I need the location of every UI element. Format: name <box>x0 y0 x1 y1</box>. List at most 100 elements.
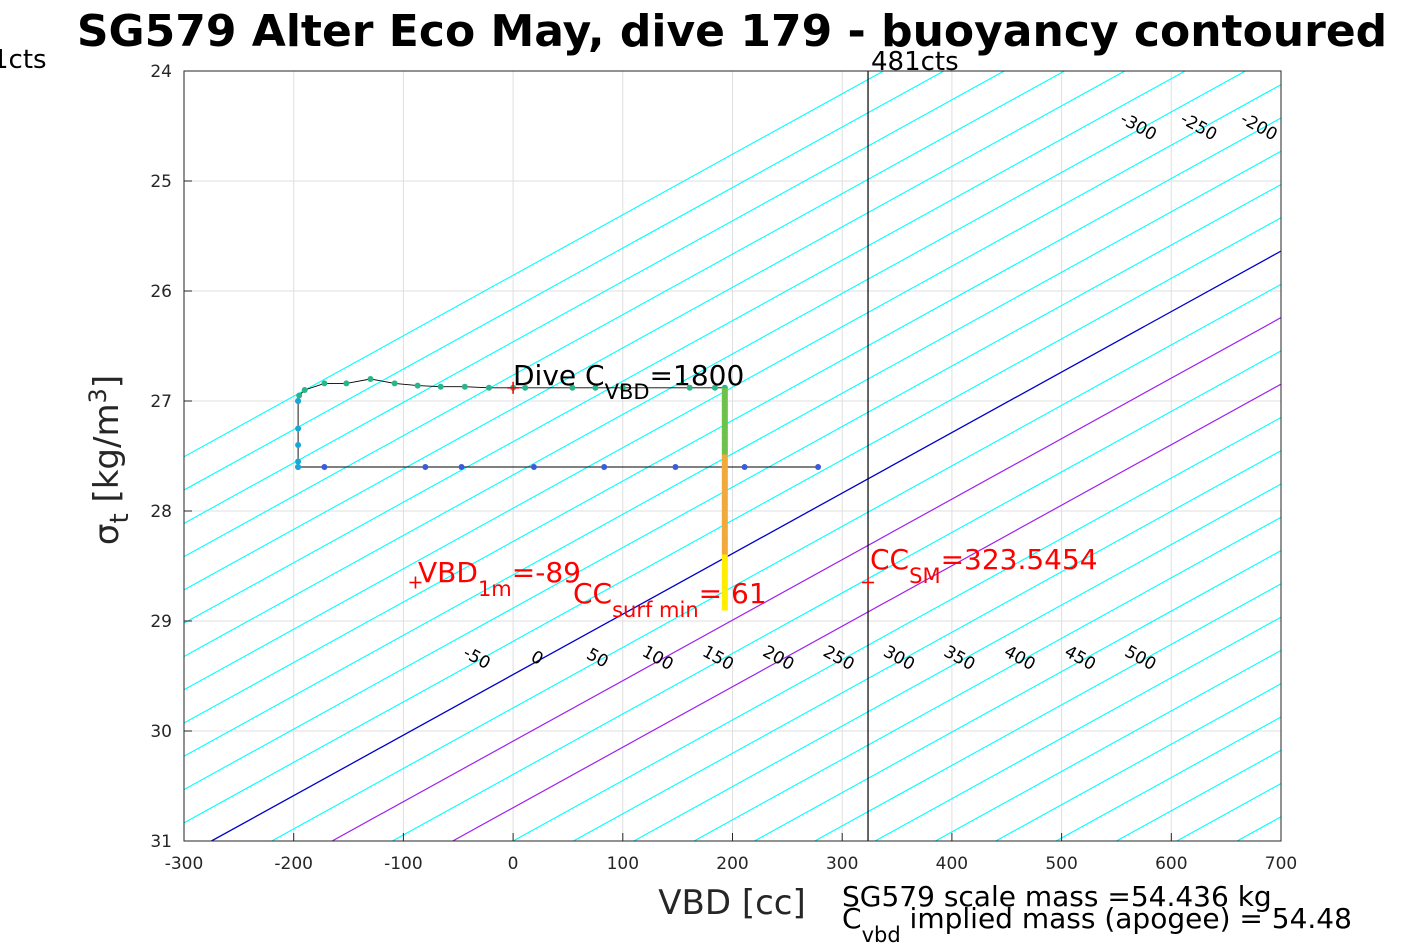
cc-surf-bar-segment <box>721 548 728 556</box>
y-tick-label: 28 <box>150 502 172 522</box>
contour-line <box>392 350 1281 841</box>
cc-surf-bar-segment <box>721 515 728 522</box>
dive-cvbd-annotation: Dive CVBD=1800 <box>513 359 744 404</box>
contour-line <box>184 84 1281 691</box>
x-tick-label: -300 <box>165 854 204 874</box>
implied-mass-rest: implied mass (apogee) = 54.48 <box>901 902 1352 935</box>
cc-sm-value: =323.5454 <box>941 543 1098 576</box>
cc-surf-bar-segment <box>721 448 728 456</box>
scale-mass-footer: SG579 scale mass =54.436 kg <box>842 880 1272 913</box>
y-tick-label: 24 <box>150 62 172 82</box>
series-point <box>458 464 465 470</box>
cc-surf-bar-segment <box>721 543 728 550</box>
series-point <box>711 384 718 391</box>
cc-surf-bar-segment <box>721 437 728 444</box>
series-point <box>601 464 608 470</box>
chart-title: SG579 Alter Eco May, dive 179 - buoyancy… <box>77 6 1387 57</box>
cc-surf-bar-segment <box>721 554 728 561</box>
dive-cvbd-sub: VBD <box>605 380 650 404</box>
x-tick-label: 200 <box>716 854 748 874</box>
series-point <box>619 384 626 391</box>
series-point <box>672 464 679 470</box>
contour-line <box>184 71 884 458</box>
series-point <box>592 384 599 391</box>
cc-surf-bar-segment <box>721 532 728 539</box>
cc-surf-bar-segment <box>721 526 728 533</box>
cc-surf-bar-segment <box>721 393 728 400</box>
series-point <box>569 384 576 391</box>
cc-surf-bar-segment <box>721 576 728 583</box>
x-tick-label: 100 <box>607 854 639 874</box>
series-point <box>522 384 529 391</box>
cc-surf-min-text: CC <box>573 577 612 610</box>
contour-line <box>1358 71 1417 841</box>
implied-mass-c: C <box>842 902 862 935</box>
cc-surf-bar-segment <box>721 426 728 433</box>
vbd-1m-sub: 1m <box>478 577 512 601</box>
contour-line <box>184 71 945 491</box>
contour-line <box>184 71 1065 558</box>
series-point <box>296 392 303 399</box>
y-label-base: σ <box>87 524 127 546</box>
cc-surf-bar-segment <box>721 476 728 483</box>
series-point <box>295 442 302 448</box>
top-right-counts-label: 481cts <box>871 47 959 77</box>
cc-surf-bar-segment <box>721 582 728 589</box>
series-point <box>301 387 308 393</box>
contour-line <box>184 150 1281 757</box>
y-tick-label: 29 <box>150 612 172 632</box>
cc-surf-bar-segment <box>721 571 728 578</box>
cc-surf-bar-segment <box>721 421 728 428</box>
cc-surf-bar-segment <box>721 504 728 511</box>
contour-line <box>452 383 1281 841</box>
contour-line <box>211 250 1281 841</box>
cc-sm-sub: SM <box>909 564 940 588</box>
cc-surf-bar-segment <box>721 593 728 600</box>
cc-surf-bar-segment <box>721 560 728 567</box>
buoyancy-contours <box>184 71 1417 841</box>
contour-line <box>814 583 1281 841</box>
series-point <box>295 425 302 432</box>
cc-surf-bar-segment <box>721 498 728 506</box>
x-tick-label: 500 <box>1045 854 1077 874</box>
y-tick-label: 30 <box>150 722 172 742</box>
cc-surf-min-annotation: CCsurf min= 61 <box>573 577 767 622</box>
dive-cvbd-value: =1800 <box>650 359 745 392</box>
vbd-1m-annotation: VBD1m=-89 <box>418 556 581 601</box>
implied-mass-sub: vbd <box>862 923 901 945</box>
y-axis-label: σt [kg/m3] <box>84 375 135 545</box>
series-point <box>686 384 693 391</box>
cc-surf-bar-segment <box>721 460 728 467</box>
series-point <box>437 383 444 390</box>
cc-surf-bar-segment <box>721 398 728 406</box>
contour-line <box>184 217 1281 824</box>
top-left-counts-label: 1cts <box>0 45 47 75</box>
contour-line <box>512 416 1281 841</box>
series-point <box>295 464 302 470</box>
contour-line <box>693 516 1281 841</box>
cc-surf-min-sub: surf min <box>612 598 699 622</box>
cc-surf-bar-segment <box>721 604 728 611</box>
y-label-end: ] <box>87 375 127 388</box>
contour-line <box>874 616 1281 841</box>
cc-surf-bar-segment <box>721 471 728 478</box>
vbd-1m-value: =-89 <box>512 556 581 589</box>
cc-surf-bar-segment <box>721 454 728 461</box>
x-tick-label: -100 <box>384 854 423 874</box>
cc-surf-bar-segment <box>721 415 728 422</box>
cc-surf-bar-segment <box>721 404 728 411</box>
cc-sm-text: CC <box>870 543 909 576</box>
contour-line <box>573 450 1281 841</box>
series-point <box>741 464 748 470</box>
series-point <box>815 464 822 470</box>
contour-line <box>184 71 1186 624</box>
series-point <box>321 380 328 387</box>
y-tick-label: 26 <box>150 282 172 302</box>
series-point <box>367 376 374 382</box>
contour-line <box>184 71 1005 524</box>
implied-mass-footer: Cvbd implied mass (apogee) = 54.48 <box>842 902 1352 945</box>
contour-line <box>184 71 1246 658</box>
cc-surf-bar-segment <box>721 493 728 500</box>
series-point <box>414 382 421 389</box>
